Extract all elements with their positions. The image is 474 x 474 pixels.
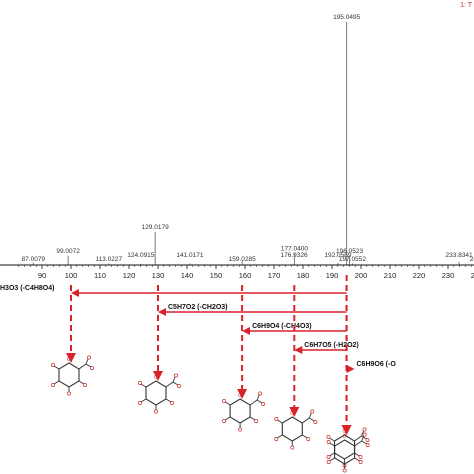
structure-drawings: [50, 355, 370, 473]
fragment-label: C5H7O2 (-CH2O3): [168, 304, 228, 311]
peak-label: 233.8341: [446, 252, 473, 259]
peak-label: 177.0400: [281, 246, 308, 253]
peak-label: 99.0072: [56, 248, 80, 255]
fragment-label: C6H7O5 (-H2O2): [304, 342, 358, 349]
x-tick-label: 210: [384, 271, 397, 280]
x-tick-label: 120: [123, 271, 136, 280]
x-axis: 90 100 110 120 130 140 150 160 170 180 190 200 210 22…: [0, 264, 474, 280]
structure-ring: [137, 373, 182, 414]
peak-label: 124.0915: [127, 252, 154, 259]
structure-ring: [326, 432, 370, 473]
peak-label: 196.0523: [336, 248, 363, 255]
peak-label: 197.0552: [339, 256, 366, 263]
peak-label: 141.0171: [176, 252, 203, 259]
x-tick-label: 240: [471, 271, 474, 280]
peaks-layer: 87.0079 99.0072 113.0227 124.0915 129.0179 14…: [22, 14, 474, 265]
structure-ring: [221, 391, 266, 432]
x-tick-label: 150: [210, 271, 223, 280]
peak-label: 159.0285: [229, 256, 256, 263]
peak-label: 113.0227: [95, 256, 122, 263]
peak-label: 87.0079: [22, 256, 46, 263]
x-tick-label: 100: [65, 271, 78, 280]
x-tick-label: 230: [442, 271, 455, 280]
structure-ring: [274, 409, 318, 450]
x-tick-label: 130: [152, 271, 165, 280]
fragment-label: C6H9O4 (-CH4O3): [252, 323, 312, 330]
peak-label: 195.0495: [333, 14, 360, 21]
x-tick-label: 200: [355, 271, 368, 280]
x-tick-label: 180: [297, 271, 310, 280]
x-tick-label: 160: [239, 271, 252, 280]
structure-ring: [50, 355, 95, 396]
x-tick-label: 140: [181, 271, 194, 280]
x-tick-label: 220: [413, 271, 426, 280]
x-tick-label: 190: [326, 271, 339, 280]
peak-label: 242.1765: [470, 256, 474, 263]
x-tick-label: 110: [94, 271, 106, 280]
fragment-label: H3O3 (-C4H8O4): [0, 285, 54, 292]
corner-note: 1: T: [460, 2, 472, 9]
x-tick-label: 170: [268, 271, 281, 280]
peak-label: 192.0569: [324, 252, 351, 259]
peak-label: 129.0179: [142, 224, 169, 231]
x-tick-label: 90: [38, 271, 46, 280]
structure-ring: [326, 427, 370, 468]
fragment-label: C6H9O6 (-O: [357, 361, 397, 368]
fragmentation-annotations: H3O3 (-C4H8O4) C5H7O2 (-CH2O3) C6H9O4 (-CH…: [0, 275, 397, 435]
